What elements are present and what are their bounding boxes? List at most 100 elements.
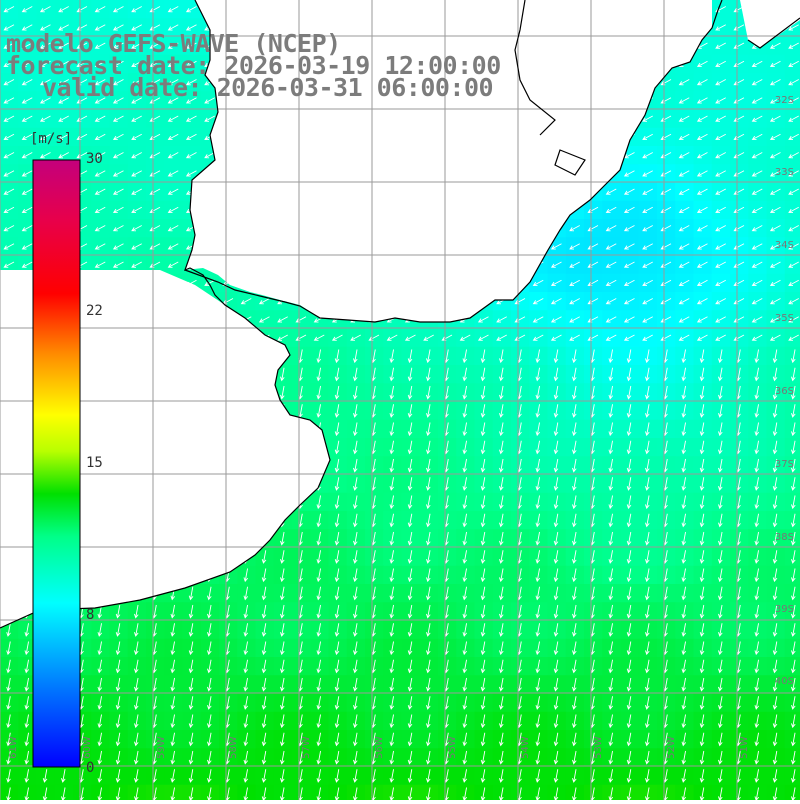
wind-arrow <box>240 298 252 305</box>
wind-arrow <box>645 495 650 510</box>
wind-arrow <box>389 367 395 382</box>
wind-arrow <box>462 477 468 491</box>
wind-arrow <box>185 6 197 13</box>
wind-arrow <box>769 243 781 250</box>
wind-arrow <box>188 677 194 692</box>
wind-arrow <box>608 404 614 418</box>
wind-arrow <box>642 170 653 177</box>
wind-arrow <box>642 133 653 140</box>
wind-arrow <box>754 367 760 382</box>
wind-arrow <box>626 641 632 656</box>
wind-arrow <box>626 495 632 510</box>
wind-arrow <box>788 225 799 232</box>
wind-arrow <box>626 349 632 364</box>
wind-speed-cell <box>784 602 800 622</box>
lat-label: 38S <box>774 532 794 543</box>
wind-arrow <box>167 6 179 13</box>
wind-arrow <box>696 206 708 213</box>
wind-arrow <box>751 79 763 86</box>
wind-arrow <box>112 6 124 13</box>
wind-arrow <box>353 531 358 546</box>
wind-arrow <box>131 261 142 268</box>
wind-arrow <box>696 97 708 104</box>
wind-arrow <box>499 458 504 473</box>
wind-arrow <box>718 659 723 674</box>
wind-arrow <box>788 316 799 323</box>
wind-arrow <box>353 659 358 674</box>
wind-arrow <box>94 97 106 104</box>
wind-arrow <box>645 440 650 455</box>
lat-label: 40S <box>774 676 794 687</box>
wind-arrow <box>605 188 617 195</box>
wind-arrow <box>188 641 194 656</box>
wind-arrow <box>134 623 139 637</box>
wind-arrow <box>94 60 106 67</box>
wind-arrow <box>499 422 504 437</box>
wind-arrow <box>754 440 760 455</box>
wind-arrow <box>277 334 288 341</box>
wind-arrow <box>58 60 69 67</box>
wind-arrow <box>791 385 796 400</box>
wind-speed-cell <box>784 438 800 457</box>
wind-arrow <box>94 6 106 13</box>
wind-arrow <box>769 279 781 286</box>
wind-arrow <box>499 495 504 510</box>
wind-arrow <box>134 659 139 674</box>
wind-arrow <box>681 513 687 528</box>
wind-arrow <box>751 261 763 268</box>
wind-arrow <box>480 568 486 583</box>
wind-arrow <box>678 279 690 286</box>
wind-arrow <box>626 586 632 601</box>
wind-arrow <box>480 495 486 510</box>
lon-label: 55W <box>446 736 458 759</box>
wind-arrow <box>334 385 340 400</box>
lon-label: 51W <box>738 736 750 759</box>
wind-arrow <box>605 316 617 323</box>
wind-arrow <box>94 206 106 213</box>
wind-arrow <box>167 152 179 159</box>
wind-arrow <box>772 513 778 528</box>
wind-arrow <box>94 24 106 31</box>
wind-arrow <box>772 349 778 364</box>
wind-arrow <box>718 623 723 637</box>
wind-arrow <box>316 513 322 528</box>
wind-arrow <box>407 477 413 491</box>
wind-arrow <box>553 477 559 491</box>
wind-arrow <box>97 641 103 656</box>
wind-arrow <box>751 243 763 250</box>
wind-arrow <box>699 440 705 455</box>
wind-arrow <box>696 334 708 341</box>
wind-arrow <box>642 261 653 268</box>
wind-arrow <box>389 422 395 437</box>
wind-arrow <box>331 334 343 341</box>
wind-arrow <box>6 677 11 692</box>
lon-label: 59W <box>155 736 167 759</box>
wind-arrow <box>572 440 577 455</box>
colorbar-unit: [m/s] <box>30 131 73 147</box>
wind-arrow <box>626 623 632 637</box>
wind-arrow <box>535 623 541 637</box>
lat-label: 36S <box>774 386 794 397</box>
wind-arrow <box>535 385 541 400</box>
wind-arrow <box>480 531 486 546</box>
wind-arrow <box>699 367 705 382</box>
wind-arrow <box>623 206 635 213</box>
wind-arrow <box>480 623 486 637</box>
wind-arrow <box>788 152 799 159</box>
wind-arrow <box>131 188 142 195</box>
wind-arrow <box>699 623 705 637</box>
wind-arrow <box>699 659 705 674</box>
wind-arrow <box>94 188 106 195</box>
wind-arrow <box>718 586 723 601</box>
wind-arrow <box>6 623 11 637</box>
wind-arrow <box>462 513 468 528</box>
wind-arrow <box>499 477 504 491</box>
wind-arrow <box>623 243 635 250</box>
wind-arrow <box>751 115 763 122</box>
wind-arrow <box>788 334 799 341</box>
wind-arrow <box>58 133 69 140</box>
wind-arrow <box>681 586 687 601</box>
colorbar-tick-label: 8 <box>86 607 95 623</box>
wind-arrow <box>407 641 413 656</box>
